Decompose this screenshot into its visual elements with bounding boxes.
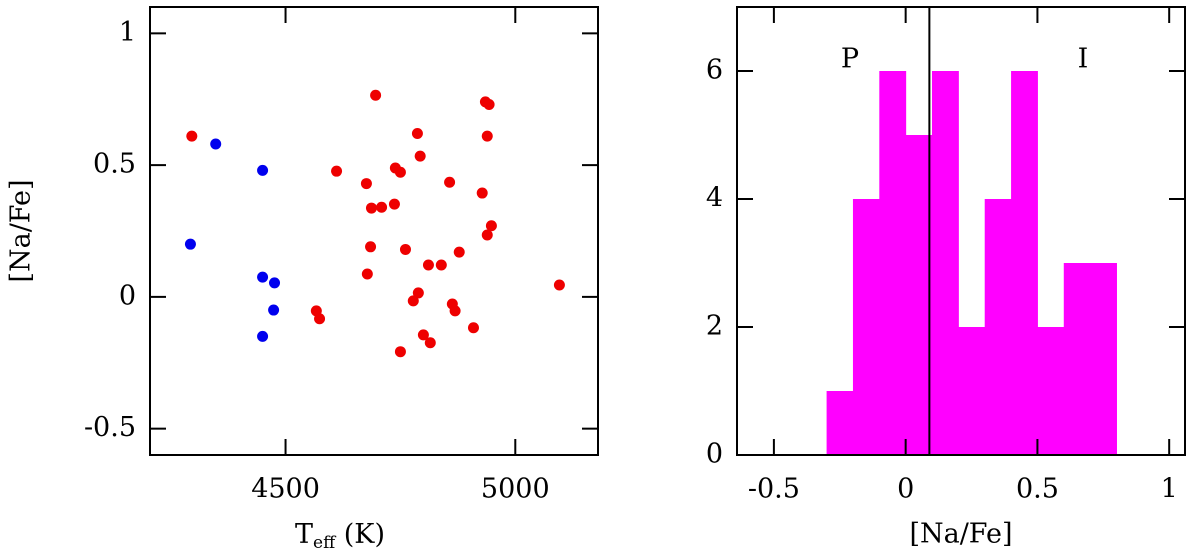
y-tick-label: -0.5 <box>84 412 136 443</box>
point <box>412 287 424 299</box>
panel: P I -0.5 0 0.5 1 0 2 4 6 [Na/Fe] <box>706 6 1186 550</box>
point <box>394 346 406 358</box>
point <box>365 241 377 253</box>
point <box>314 313 326 325</box>
y-tick-label: 1 <box>119 17 136 48</box>
panel: 4500 5000 -0.5 0 0.5 1 Teff (K) [Na/Fe] <box>6 6 599 553</box>
y-tick-label: 4 <box>706 183 723 214</box>
point <box>411 127 423 139</box>
y-tick-label: 0 <box>706 439 723 470</box>
x-tick-label: 0 <box>897 474 914 505</box>
plot-frame <box>149 6 599 456</box>
point <box>553 279 565 291</box>
point <box>444 176 456 188</box>
bar <box>1090 263 1117 455</box>
x-tick-label: 1 <box>1161 474 1178 505</box>
point <box>361 268 373 280</box>
point <box>453 246 465 258</box>
bar <box>852 199 880 455</box>
y-axis-label: [Na/Fe] <box>6 179 37 282</box>
bar <box>1011 71 1038 455</box>
bar <box>1063 263 1091 455</box>
y-tick-label: 2 <box>706 311 723 342</box>
point <box>360 178 372 190</box>
point <box>394 166 406 178</box>
point <box>186 130 198 142</box>
x-axis-label: [Na/Fe] <box>909 519 1012 550</box>
x-axis-label-sub: eff <box>313 533 337 553</box>
x-tick-label: -0.5 <box>748 474 800 505</box>
point <box>257 330 269 342</box>
point <box>414 150 426 162</box>
x-axis-label-part: (K) <box>335 519 385 550</box>
point <box>365 202 377 214</box>
point <box>481 130 493 142</box>
y-tick-label: 6 <box>706 55 723 86</box>
bar <box>984 199 1012 455</box>
point <box>424 337 436 349</box>
y-tick-label: 0.5 <box>93 149 136 180</box>
bar <box>1037 327 1065 455</box>
point <box>435 259 447 271</box>
point <box>268 304 280 316</box>
point <box>210 138 222 150</box>
point <box>483 99 495 111</box>
point <box>257 271 269 283</box>
point <box>269 277 281 289</box>
x-tick-label: 4500 <box>251 474 320 505</box>
point <box>399 243 411 255</box>
point <box>257 164 269 176</box>
bar <box>958 327 986 455</box>
point <box>184 238 196 250</box>
y-tick-label: 0 <box>119 280 136 311</box>
point <box>422 259 434 271</box>
point <box>407 295 419 307</box>
point <box>376 201 388 213</box>
point <box>485 220 497 232</box>
point <box>481 229 493 241</box>
point <box>476 187 488 199</box>
point <box>417 329 429 341</box>
bar <box>879 71 907 455</box>
point <box>331 165 343 177</box>
point <box>370 89 382 101</box>
plot-frame <box>736 6 1186 456</box>
x-axis-label: Teff (K) <box>295 519 385 553</box>
x-tick-label: 5000 <box>481 474 550 505</box>
bar <box>932 71 959 455</box>
point <box>449 305 461 317</box>
point <box>467 322 479 334</box>
x-axis-label-part: T <box>295 519 313 550</box>
annotation: I <box>1078 44 1089 75</box>
x-tick-label: 0.5 <box>1016 474 1059 505</box>
annotation: P <box>841 44 859 75</box>
point <box>388 198 400 210</box>
bar <box>826 391 854 455</box>
bar <box>905 135 933 455</box>
